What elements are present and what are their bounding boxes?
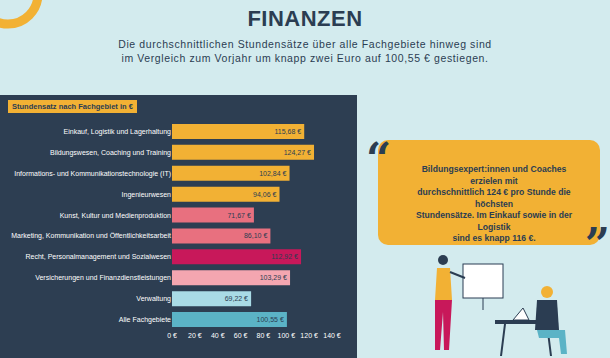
html-text:sind es knapp 116 €.: sind es knapp 116 €. <box>452 233 536 243</box>
html-text:Die durchschnittlichen Stunden: Die durchschnittlichen Stundensätze über… <box>118 38 492 50</box>
svg-text:Marketing, Kommunikation und Ö: Marketing, Kommunikation und Öffentlichk… <box>11 232 171 240</box>
svg-text:100 €: 100 € <box>278 332 296 339</box>
svg-text:86,10 €: 86,10 € <box>244 232 267 239</box>
svg-text:Alle Fachgebiete: Alle Fachgebiete <box>119 316 171 324</box>
svg-text:20 €: 20 € <box>188 332 202 339</box>
svg-text:Ingenieurwesen: Ingenieurwesen <box>122 191 172 199</box>
html-text:Stundensatz nach Fachgebiet in: Stundensatz nach Fachgebiet in € <box>12 102 133 111</box>
html-text:durchschnittlich 124 € pro Stu: durchschnittlich 124 € pro Stunde die hö… <box>417 187 571 209</box>
svg-text:115,68 €: 115,68 € <box>274 128 301 135</box>
svg-text:80 €: 80 € <box>257 332 271 339</box>
svg-text:Informations- und Kommunikatio: Informations- und Kommunikationstechnolo… <box>14 170 171 178</box>
svg-text:Verwaltung: Verwaltung <box>136 295 171 303</box>
html-text:im Vergleich zum Vorjahr um kn: im Vergleich zum Vorjahr um knapp zwei E… <box>121 52 489 64</box>
svg-text:102,84 €: 102,84 € <box>259 170 286 177</box>
svg-text:71,67 €: 71,67 € <box>227 212 250 219</box>
svg-text:120 €: 120 € <box>300 332 318 339</box>
svg-text:140 €: 140 € <box>323 332 341 339</box>
html-text:Bildungsexpert:innen und Coach: Bildungsexpert:innen und Coaches erziele… <box>421 164 567 186</box>
svg-text:124,27 €: 124,27 € <box>284 149 311 156</box>
svg-text:103,29 €: 103,29 € <box>260 274 287 281</box>
svg-text:0 €: 0 € <box>167 332 177 339</box>
svg-text:Kunst, Kultur und Medienproduk: Kunst, Kultur und Medienproduktion <box>60 212 171 220</box>
svg-text:94,06 €: 94,06 € <box>253 191 276 198</box>
svg-text:60 €: 60 € <box>234 332 248 339</box>
svg-text:Bildungswesen, Coaching und Tr: Bildungswesen, Coaching und Training <box>50 149 171 157</box>
html-text:FINANZEN: FINANZEN <box>247 6 363 31</box>
svg-text:Recht, Personalmanagement und: Recht, Personalmanagement und Sozialwese… <box>25 253 171 261</box>
svg-text:Einkauf, Logistik und Lagerhal: Einkauf, Logistik und Lagerhaltung <box>64 128 172 136</box>
svg-text:112,92 €: 112,92 € <box>271 253 298 260</box>
html-text:Stundensätze. Im Einkauf sowie: Stundensätze. Im Einkauf sowie in der Lo… <box>415 210 573 232</box>
svg-text:69,22 €: 69,22 € <box>225 295 248 302</box>
svg-text:Versicherungen und Finanzdiens: Versicherungen und Finanzdienstleistunge… <box>35 274 171 282</box>
svg-text:40 €: 40 € <box>211 332 225 339</box>
svg-text:100,55 €: 100,55 € <box>257 316 284 323</box>
